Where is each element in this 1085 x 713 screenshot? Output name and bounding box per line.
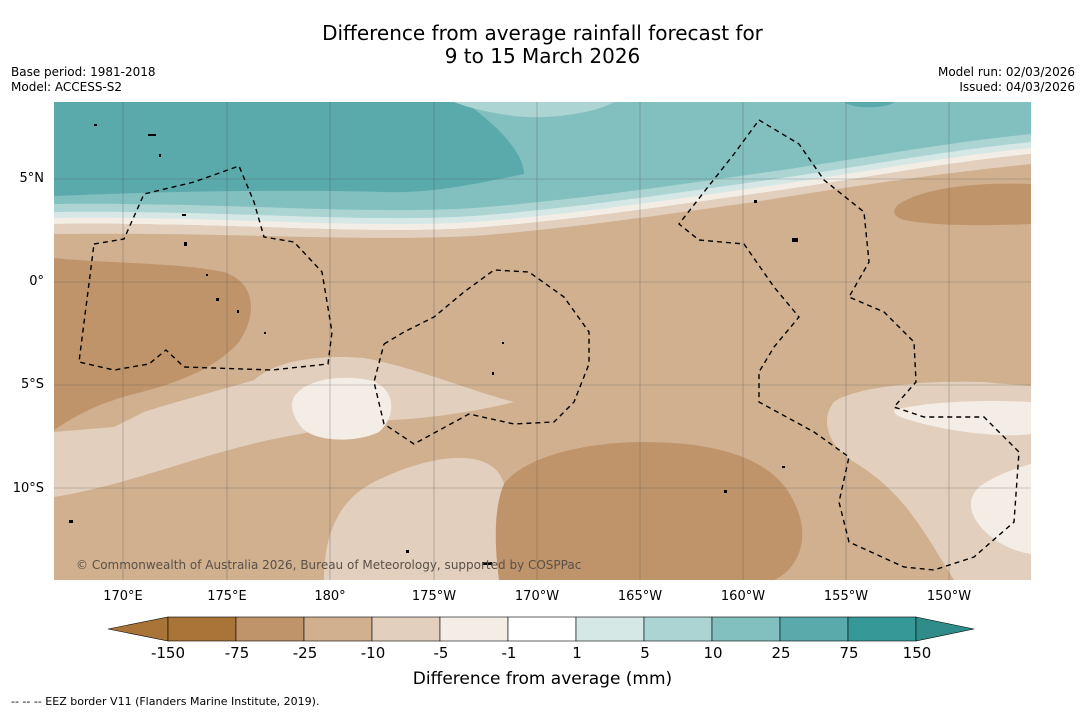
colorbar bbox=[108, 616, 975, 642]
colorbar-segment bbox=[303, 616, 373, 642]
colorbar-segment bbox=[507, 616, 577, 642]
issued-date: Issued: 04/03/2026 bbox=[959, 80, 1075, 94]
base-period: Base period: 1981-2018 bbox=[11, 65, 156, 79]
model-run: Model run: 02/03/2026 bbox=[937, 65, 1075, 79]
lon-label-160w: 160°W bbox=[720, 589, 766, 604]
copyright-notice: © Commonwealth of Australia 2026, Bureau… bbox=[76, 558, 582, 572]
lon-label-150w: 150°W bbox=[926, 589, 972, 604]
dry-patch-northeast bbox=[894, 183, 1031, 226]
eez-borders bbox=[78, 119, 1020, 571]
colorbar-label: 1 bbox=[572, 644, 582, 662]
dry-patch-north bbox=[454, 102, 614, 118]
lat-label-0: 0° bbox=[29, 274, 44, 289]
colorbar-label: -75 bbox=[224, 644, 250, 662]
lat-label-5n: 5°N bbox=[19, 171, 45, 186]
lon-label-175w: 175°W bbox=[411, 589, 457, 604]
colorbar-label: 75 bbox=[839, 644, 859, 662]
colorbar-label: 10 bbox=[703, 644, 723, 662]
colorbar-segment bbox=[439, 616, 509, 642]
eez-east bbox=[678, 119, 1020, 571]
band-minus-10-north bbox=[54, 154, 1031, 238]
wet-patch-east bbox=[893, 400, 1031, 436]
lat-label-10s: 10°S bbox=[12, 481, 44, 496]
lon-label-165w: 165°W bbox=[617, 589, 663, 604]
eez-footnote: -- -- -- EEZ border V11 (Flanders Marine… bbox=[11, 695, 320, 708]
colorbar-segment bbox=[643, 616, 713, 642]
lon-label-170e: 170°E bbox=[103, 589, 143, 604]
title-line-2: 9 to 15 March 2026 bbox=[444, 44, 641, 68]
colorbar-label: 25 bbox=[771, 644, 791, 662]
lat-label-5s: 5°S bbox=[20, 377, 44, 392]
colorbar-segment bbox=[711, 616, 781, 642]
islands bbox=[69, 124, 798, 565]
lon-label-155w: 155°W bbox=[823, 589, 869, 604]
colorbar-label: -150 bbox=[150, 644, 186, 662]
colorbar-title: Difference from average (mm) bbox=[412, 669, 673, 689]
meta-left: Base period: 1981-2018 Model: ACCESS-S2 bbox=[11, 65, 156, 95]
lon-label-170w: 170°W bbox=[514, 589, 560, 604]
colorbar-label: 5 bbox=[640, 644, 650, 662]
rainfall-anomaly-map bbox=[54, 102, 1031, 580]
eez-central bbox=[373, 269, 590, 445]
colorbar-segment bbox=[167, 616, 237, 642]
colorbar-label: -1 bbox=[501, 644, 517, 662]
colorbar-extend-high bbox=[915, 616, 975, 642]
colorbar-segment bbox=[779, 616, 849, 642]
dry-patch-west bbox=[54, 258, 251, 430]
dry-patch-south bbox=[495, 442, 803, 580]
colorbar-segment bbox=[575, 616, 645, 642]
band-minus-10-south bbox=[54, 356, 514, 580]
lon-label-175e: 175°E bbox=[207, 589, 247, 604]
wet-patch-central bbox=[291, 377, 392, 440]
band-plus-75 bbox=[54, 102, 524, 196]
model-name: Model: ACCESS-S2 bbox=[11, 80, 123, 94]
colorbar-label: -10 bbox=[360, 644, 386, 662]
lon-label-180: 180° bbox=[314, 589, 346, 604]
colorbar-label: -5 bbox=[433, 644, 449, 662]
colorbar-label: -25 bbox=[292, 644, 318, 662]
colorbar-label: 150 bbox=[902, 644, 932, 662]
map-title: Difference from average rainfall forecas… bbox=[0, 22, 1085, 68]
graticule bbox=[54, 102, 1031, 580]
title-line-1: Difference from average rainfall forecas… bbox=[322, 21, 763, 45]
colorbar-extend-low bbox=[108, 616, 169, 642]
colorbar-segment bbox=[235, 616, 305, 642]
colorbar-segment bbox=[847, 616, 917, 642]
band-plus-75-east bbox=[844, 102, 894, 108]
colorbar-segment bbox=[371, 616, 441, 642]
meta-right: Model run: 02/03/2026 Issued: 04/03/2026 bbox=[938, 65, 1075, 95]
eez-west bbox=[78, 165, 333, 371]
